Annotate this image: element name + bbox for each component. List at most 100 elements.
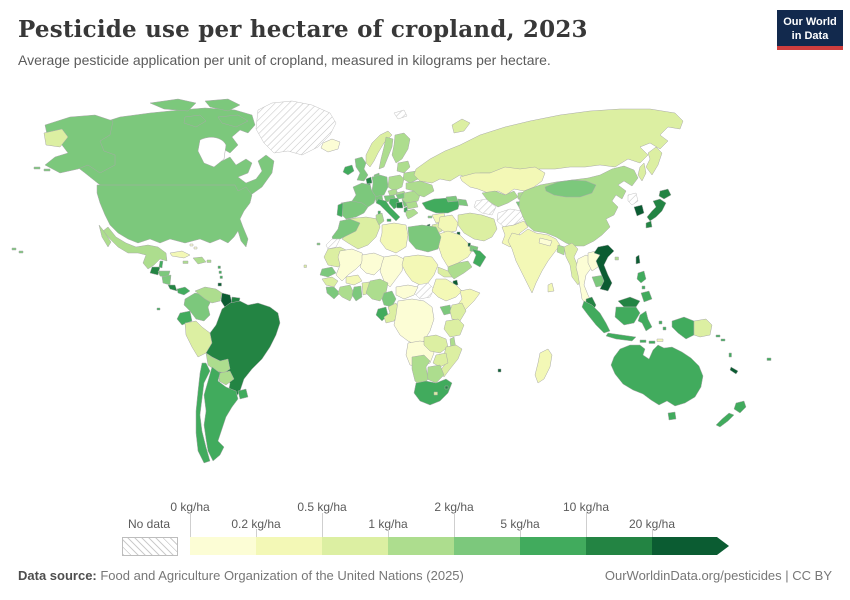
country-germany[interactable] (371, 174, 389, 198)
country-bosnia[interactable] (395, 201, 404, 209)
country-paraguay[interactable] (218, 370, 235, 386)
country-georgia[interactable] (445, 195, 459, 203)
country-guinea[interactable] (321, 276, 339, 288)
country-trinidad[interactable] (217, 282, 222, 287)
country-south-africa[interactable] (413, 378, 453, 406)
country-philippines-luzon[interactable] (636, 270, 647, 284)
country-hungary[interactable] (395, 192, 405, 200)
country-indonesia-sulawesi[interactable] (637, 310, 653, 332)
vanuatu[interactable] (728, 352, 732, 358)
country-greenland[interactable] (255, 100, 337, 156)
country-lesotho[interactable] (433, 391, 438, 396)
country-zimbabwe[interactable] (432, 352, 449, 368)
country-north-korea[interactable] (627, 192, 639, 206)
legend-bin-02-05[interactable] (256, 537, 322, 555)
country-azerbaijan[interactable] (457, 198, 469, 207)
country-east-timor[interactable] (656, 338, 664, 342)
country-senegal[interactable] (319, 266, 337, 278)
country-canada-arctic1[interactable] (149, 98, 197, 112)
legend-bin-20plus[interactable] (652, 537, 729, 555)
country-saudi-arabia[interactable] (435, 230, 473, 268)
country-ethiopia[interactable] (431, 278, 463, 302)
novaya-zemlya[interactable] (451, 118, 471, 134)
country-botswana[interactable] (426, 364, 445, 384)
country-papua-new-guinea[interactable] (693, 318, 713, 338)
country-mali[interactable] (335, 248, 365, 282)
country-indonesia-kalimantan[interactable] (614, 306, 641, 326)
country-new-zealand-south[interactable] (715, 412, 735, 428)
country-united-kingdom[interactable] (354, 156, 369, 182)
lesser-sunda2[interactable] (648, 340, 656, 344)
country-taiwan[interactable] (635, 254, 641, 265)
country-oman[interactable] (471, 248, 487, 268)
legend-bin-5-10[interactable] (520, 537, 586, 555)
country-costa-rica[interactable] (167, 284, 178, 292)
country-sweden[interactable] (378, 136, 394, 170)
visayas[interactable] (641, 285, 646, 290)
country-new-zealand-north[interactable] (733, 400, 747, 414)
baja-california[interactable] (98, 224, 112, 248)
country-sri-lanka[interactable] (547, 282, 555, 293)
country-mauritius[interactable] (497, 368, 502, 373)
country-ghana[interactable] (351, 285, 363, 302)
country-baltics[interactable] (396, 160, 411, 174)
country-morocco[interactable] (331, 218, 361, 244)
country-cuba[interactable] (169, 250, 191, 259)
hawaii[interactable] (11, 247, 17, 251)
hawaii2[interactable] (18, 250, 24, 254)
country-turkmenistan[interactable] (473, 198, 497, 216)
country-belize[interactable] (158, 260, 164, 269)
country-puerto-rico[interactable] (206, 259, 212, 263)
country-italy[interactable] (375, 198, 401, 222)
aleutian-islands[interactable] (33, 166, 41, 170)
country-indonesia-papua[interactable] (671, 316, 695, 340)
legend-no-data-swatch[interactable] (122, 537, 178, 556)
country-guatemala[interactable] (149, 266, 161, 276)
country-zambia[interactable] (423, 334, 449, 354)
country-eswatini[interactable] (444, 385, 449, 390)
country-cyprus[interactable] (427, 215, 433, 219)
country-namibia[interactable] (411, 354, 431, 388)
country-canada-arctic3[interactable] (217, 114, 249, 128)
country-south-korea[interactable] (633, 204, 645, 217)
legend-bin-2-5[interactable] (454, 537, 520, 555)
country-jamaica[interactable] (182, 260, 189, 264)
country-nigeria[interactable] (365, 278, 389, 302)
country-madagascar[interactable] (534, 348, 553, 384)
canary-islands[interactable] (316, 242, 321, 246)
legend-bin-10-20[interactable] (586, 537, 652, 555)
new-caledonia[interactable] (729, 366, 739, 375)
aleutian-islands2[interactable] (43, 168, 51, 172)
galapagos-islands[interactable] (156, 307, 161, 311)
country-indonesia-java[interactable] (605, 332, 637, 342)
lesser-antilles1[interactable] (217, 265, 221, 269)
country-philippines-mindanao[interactable] (640, 290, 653, 303)
country-egypt[interactable] (407, 224, 442, 253)
country-svalbard[interactable] (393, 109, 408, 120)
country-uruguay[interactable] (237, 388, 249, 400)
country-nicaragua[interactable] (161, 274, 172, 286)
lesser-antilles2[interactable] (218, 270, 222, 274)
country-mongolia[interactable] (544, 179, 597, 198)
country-japan-kyushu[interactable] (645, 220, 653, 229)
country-car[interactable] (395, 284, 419, 300)
country-bahamas2[interactable] (193, 246, 198, 250)
legend-bin-1-2[interactable] (388, 537, 454, 555)
country-bahamas[interactable] (189, 243, 194, 247)
maluku1[interactable] (658, 320, 663, 325)
tasmania[interactable] (667, 411, 677, 421)
hainan[interactable] (614, 256, 619, 261)
country-japan-honshu[interactable] (646, 198, 667, 222)
country-hispaniola[interactable] (192, 256, 207, 265)
country-iceland[interactable] (320, 138, 341, 153)
country-libya[interactable] (379, 222, 409, 254)
country-poland[interactable] (387, 174, 405, 192)
country-united-states[interactable] (96, 184, 253, 248)
country-eritrea[interactable] (437, 266, 453, 278)
country-ukraine[interactable] (405, 180, 435, 198)
country-iran[interactable] (457, 212, 498, 242)
country-congo[interactable] (383, 302, 401, 324)
country-panama[interactable] (176, 286, 191, 296)
country-nepal[interactable] (538, 237, 553, 247)
legend-bin-05-1[interactable] (322, 537, 388, 555)
